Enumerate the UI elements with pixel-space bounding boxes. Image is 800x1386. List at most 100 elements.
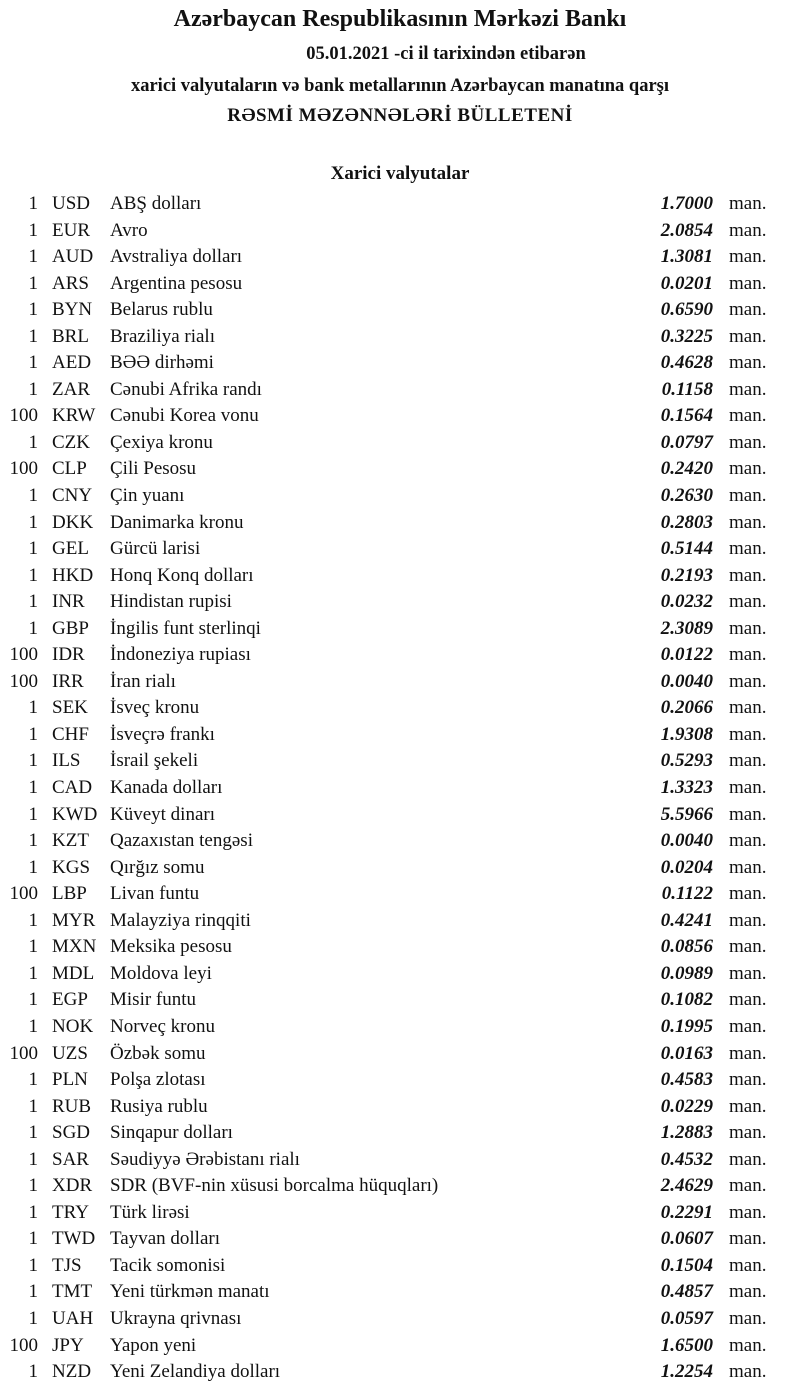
rate-value: 1.6500 xyxy=(660,1334,713,1356)
currency-name: Ukrayna qrivnası xyxy=(110,1307,242,1329)
rate-row: 1 GEL Gürcü larisi 0.5144 man. xyxy=(0,536,800,563)
rate-row: 100 CLP Çili Pesosu 0.2420 man. xyxy=(0,456,800,483)
currency-name: Argentina pesosu xyxy=(110,272,243,294)
currency-code: UAH xyxy=(52,1307,94,1329)
quantity: 1 xyxy=(28,431,39,453)
quantity: 1 xyxy=(28,617,39,639)
rate-row: 1 TMT Yeni türkmən manatı 0.4857 man. xyxy=(0,1279,800,1306)
currency-code: USD xyxy=(52,193,91,214)
rate-row: 1 AUD Avstraliya dolları 1.3081 man. xyxy=(0,244,800,271)
currency-name: Küveyt dinarı xyxy=(110,803,216,825)
quantity: 1 xyxy=(28,830,39,852)
currency-name: Livan funtu xyxy=(110,883,200,905)
rate-value: 0.0797 xyxy=(660,431,713,453)
unit-label: man. xyxy=(729,193,767,214)
unit-label: man. xyxy=(729,564,767,586)
unit-label: man. xyxy=(729,1201,767,1223)
unit-label: man. xyxy=(729,936,767,958)
quantity: 100 xyxy=(9,644,39,666)
quantity: 1 xyxy=(28,936,39,958)
currency-code: BYN xyxy=(52,299,93,321)
currency-name: Belarus rublu xyxy=(110,299,213,321)
quantity: 1 xyxy=(28,378,39,400)
quantity: 1 xyxy=(28,1122,39,1144)
rate-row: 1 PLN Polşa zlotası 0.4583 man. xyxy=(0,1067,800,1094)
quantity: 100 xyxy=(9,883,39,905)
currency-name: Çili Pesosu xyxy=(110,458,197,480)
quantity: 1 xyxy=(28,909,39,931)
currency-name: SDR (BVF-nin xüsusi borcalma hüquqları) xyxy=(110,1175,439,1197)
currency-code: ILS xyxy=(52,750,81,772)
unit-label: man. xyxy=(729,962,767,984)
quantity: 1 xyxy=(28,856,39,878)
rate-row: 1 EUR Avro 2.0854 man. xyxy=(0,218,800,245)
currency-code: PLN xyxy=(52,1069,88,1091)
rate-row: 100 IRR İran rialı 0.0040 man. xyxy=(0,669,800,696)
quantity: 1 xyxy=(28,485,39,507)
rate-value: 0.0232 xyxy=(660,591,713,613)
unit-label: man. xyxy=(729,1254,767,1276)
rate-value: 0.1995 xyxy=(660,1015,713,1037)
unit-label: man. xyxy=(729,883,767,905)
rate-value: 0.1122 xyxy=(661,883,713,905)
unit-label: man. xyxy=(729,1361,767,1383)
currency-code: CHF xyxy=(52,723,89,745)
unit-label: man. xyxy=(729,697,767,719)
rate-value: 1.9308 xyxy=(660,723,713,745)
currency-code: KGS xyxy=(52,856,91,878)
currency-name: Yeni Zelandiya dolları xyxy=(110,1361,281,1383)
unit-label: man. xyxy=(729,750,767,772)
currency-code: CLP xyxy=(52,458,87,480)
subtitle: xarici valyutaların və bank metallarının… xyxy=(130,76,670,96)
rate-row: 1 SEK İsveç kronu 0.2066 man. xyxy=(0,695,800,722)
quantity: 1 xyxy=(28,272,39,294)
rate-value: 0.2291 xyxy=(660,1201,713,1223)
quantity: 1 xyxy=(28,1175,39,1197)
currency-code: ZAR xyxy=(52,378,90,400)
currency-code: DKK xyxy=(52,511,94,533)
rate-row: 1 INR Hindistan rupisi 0.0232 man. xyxy=(0,589,800,616)
currency-code: NOK xyxy=(52,1015,94,1037)
rate-value: 0.0122 xyxy=(660,644,713,666)
rate-value: 0.4241 xyxy=(660,909,713,931)
quantity: 1 xyxy=(28,246,39,268)
unit-label: man. xyxy=(729,1334,767,1356)
currency-name: İsrail şekeli xyxy=(110,750,199,772)
quantity: 1 xyxy=(28,803,39,825)
rate-value: 0.5144 xyxy=(660,538,713,560)
currency-name: Səudiyyə Ərəbistanı rialı xyxy=(110,1148,300,1170)
currency-name: ABŞ dolları xyxy=(110,193,202,214)
quantity: 1 xyxy=(28,193,39,214)
currency-name: Danimarka kronu xyxy=(110,511,244,533)
unit-label: man. xyxy=(729,723,767,745)
unit-label: man. xyxy=(729,856,767,878)
quantity: 100 xyxy=(9,670,39,692)
rate-row: 1 BRL Braziliya rialı 0.3225 man. xyxy=(0,324,800,351)
rate-value: 0.5293 xyxy=(660,750,713,772)
currency-code: EGP xyxy=(52,989,88,1011)
quantity: 1 xyxy=(28,1228,39,1250)
quantity: 1 xyxy=(28,962,39,984)
quantity: 100 xyxy=(9,1042,39,1064)
currency-name: Qırğız somu xyxy=(110,856,205,878)
currency-name: Çexiya kronu xyxy=(110,431,213,453)
rate-row: 1 CHF İsveçrə frankı 1.9308 man. xyxy=(0,722,800,749)
unit-label: man. xyxy=(729,830,767,852)
rate-value: 5.5966 xyxy=(660,803,713,825)
currency-name: İsveç kronu xyxy=(110,697,200,719)
unit-label: man. xyxy=(729,431,767,453)
unit-label: man. xyxy=(729,644,767,666)
rate-value: 2.0854 xyxy=(660,219,713,241)
rate-row: 100 KRW Cənubi Korea vonu 0.1564 man. xyxy=(0,403,800,430)
currency-code: GEL xyxy=(52,538,89,560)
quantity: 1 xyxy=(28,352,39,374)
currency-name: İndoneziya rupiası xyxy=(110,644,251,666)
currency-code: XDR xyxy=(52,1175,93,1197)
quantity: 1 xyxy=(28,1254,39,1276)
currency-code: IDR xyxy=(52,644,85,666)
currency-name: Kanada dolları xyxy=(110,777,223,799)
currency-code: LBP xyxy=(52,883,87,905)
unit-label: man. xyxy=(729,909,767,931)
currency-code: CAD xyxy=(52,777,93,799)
currency-code: KRW xyxy=(52,405,96,427)
